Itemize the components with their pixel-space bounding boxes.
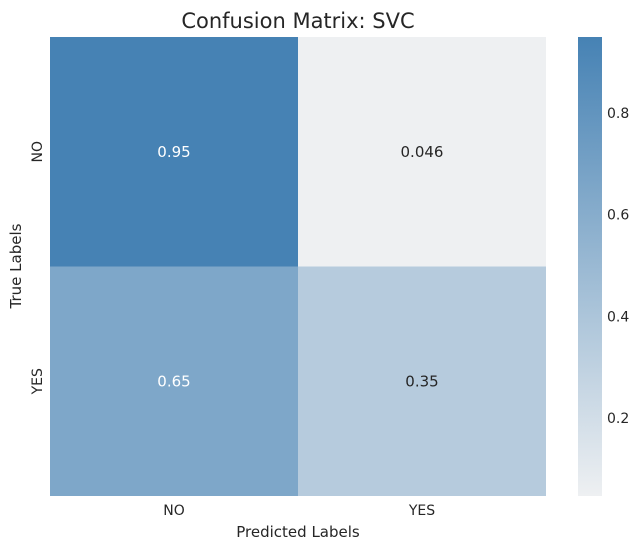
cell-value-label: 0.35: [405, 372, 438, 390]
heatmap-cells: [50, 37, 546, 496]
x-axis-ticks: NO YES: [163, 503, 435, 519]
x-tick-label: NO: [163, 503, 185, 519]
x-axis-label: Predicted Labels: [236, 523, 360, 541]
colorbar-tick-label: 0.2: [607, 411, 629, 427]
heatmap-cell-yes-no: [50, 266, 298, 496]
cell-value-label: 0.65: [157, 372, 190, 390]
cell-value-label: 0.95: [157, 143, 190, 161]
cell-annotations: 0.95 0.046 0.65 0.35: [157, 143, 443, 391]
cell-value-label: 0.046: [401, 143, 444, 161]
heatmap-cell-no-no: [50, 37, 298, 267]
heatmap-cell-yes-yes: [298, 266, 546, 496]
colorbar: [578, 37, 602, 496]
colorbar-tick-label: 0.4: [607, 309, 629, 325]
x-tick-label: YES: [408, 503, 435, 519]
chart-title: Confusion Matrix: SVC: [181, 9, 414, 33]
y-tick-label: YES: [30, 368, 46, 395]
colorbar-tick-label: 0.8: [607, 106, 629, 122]
colorbar-tick-label: 0.6: [607, 208, 629, 224]
y-axis-label: True Labels: [7, 223, 25, 309]
y-tick-label: NO: [30, 141, 46, 163]
heatmap-cell-no-yes: [298, 37, 546, 267]
colorbar-ticks: 0.2 0.4 0.6 0.8: [607, 106, 629, 427]
y-axis-ticks: NO YES: [30, 141, 46, 395]
